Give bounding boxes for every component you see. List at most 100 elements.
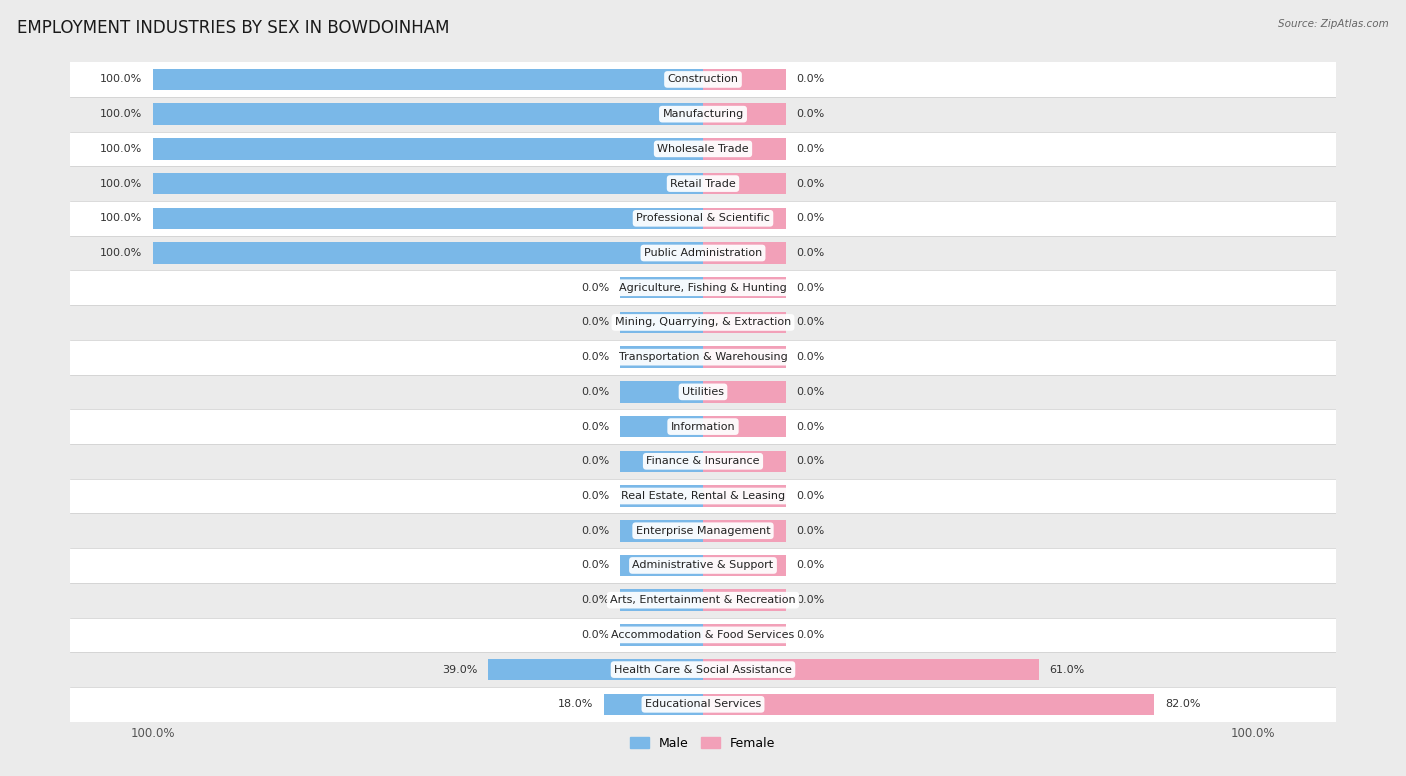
Bar [620,346,703,368]
Bar [703,520,786,542]
Bar [153,242,703,264]
Bar [703,694,1154,715]
Text: 0.0%: 0.0% [797,352,825,362]
Text: 0.0%: 0.0% [797,526,825,535]
Bar [70,62,1336,97]
Bar [153,207,703,229]
Bar [703,277,786,299]
Bar [153,173,703,194]
Bar [70,97,1336,131]
Bar [703,451,786,472]
Bar [620,312,703,333]
Bar [70,548,1336,583]
Bar [70,131,1336,166]
Text: Utilities: Utilities [682,387,724,397]
Text: Finance & Insurance: Finance & Insurance [647,456,759,466]
Text: 0.0%: 0.0% [797,421,825,431]
Bar [70,653,1336,687]
Bar [620,590,703,611]
Bar [70,270,1336,305]
Bar [703,416,786,438]
Bar [703,624,786,646]
Bar [605,694,703,715]
Text: Enterprise Management: Enterprise Management [636,526,770,535]
Text: Construction: Construction [668,74,738,85]
Text: 0.0%: 0.0% [581,387,609,397]
Text: EMPLOYMENT INDUSTRIES BY SEX IN BOWDOINHAM: EMPLOYMENT INDUSTRIES BY SEX IN BOWDOINH… [17,19,450,37]
Bar [703,590,786,611]
Text: 100.0%: 100.0% [100,178,142,189]
Bar [70,236,1336,270]
Bar [70,375,1336,409]
Text: 100.0%: 100.0% [100,109,142,120]
Bar [70,444,1336,479]
Bar [620,485,703,507]
Legend: Male, Female: Male, Female [626,732,780,755]
Bar [703,68,786,90]
Bar [703,138,786,160]
Bar [703,312,786,333]
Bar [703,555,786,577]
Text: Real Estate, Rental & Leasing: Real Estate, Rental & Leasing [621,491,785,501]
Text: Transportation & Warehousing: Transportation & Warehousing [619,352,787,362]
Bar [70,514,1336,548]
Text: Educational Services: Educational Services [645,699,761,709]
Text: Arts, Entertainment & Recreation: Arts, Entertainment & Recreation [610,595,796,605]
Text: 100.0%: 100.0% [100,248,142,258]
Bar [620,555,703,577]
Text: 82.0%: 82.0% [1166,699,1201,709]
Bar [703,173,786,194]
Bar [620,520,703,542]
Text: Retail Trade: Retail Trade [671,178,735,189]
Text: Manufacturing: Manufacturing [662,109,744,120]
Text: 100.0%: 100.0% [100,213,142,223]
Text: 0.0%: 0.0% [581,352,609,362]
Text: 0.0%: 0.0% [797,248,825,258]
Bar [703,103,786,125]
Bar [620,451,703,472]
Bar [703,381,786,403]
Text: Source: ZipAtlas.com: Source: ZipAtlas.com [1278,19,1389,29]
Text: 0.0%: 0.0% [797,144,825,154]
Text: 0.0%: 0.0% [581,282,609,293]
Text: 100.0%: 100.0% [100,144,142,154]
Text: 0.0%: 0.0% [797,491,825,501]
Text: 0.0%: 0.0% [797,630,825,640]
Text: 18.0%: 18.0% [558,699,593,709]
Bar [620,624,703,646]
Text: Wholesale Trade: Wholesale Trade [657,144,749,154]
Text: 0.0%: 0.0% [581,317,609,327]
Text: 0.0%: 0.0% [797,595,825,605]
Text: 0.0%: 0.0% [581,421,609,431]
Bar [703,242,786,264]
Bar [70,340,1336,375]
Text: 0.0%: 0.0% [581,595,609,605]
Text: 61.0%: 61.0% [1050,664,1085,674]
Text: 39.0%: 39.0% [441,664,478,674]
Bar [70,305,1336,340]
Bar [703,207,786,229]
Text: Accommodation & Food Services: Accommodation & Food Services [612,630,794,640]
Text: 0.0%: 0.0% [581,526,609,535]
Bar [70,166,1336,201]
Bar [620,381,703,403]
Text: 0.0%: 0.0% [797,213,825,223]
Bar [620,277,703,299]
Text: 0.0%: 0.0% [581,491,609,501]
Text: 0.0%: 0.0% [797,74,825,85]
Bar [70,618,1336,653]
Text: 0.0%: 0.0% [581,560,609,570]
Bar [70,201,1336,236]
Bar [70,479,1336,514]
Text: 0.0%: 0.0% [797,387,825,397]
Bar [703,659,1039,681]
Text: Agriculture, Fishing & Hunting: Agriculture, Fishing & Hunting [619,282,787,293]
Bar [153,103,703,125]
Bar [70,583,1336,618]
Text: 0.0%: 0.0% [797,178,825,189]
Bar [488,659,703,681]
Bar [620,416,703,438]
Text: 0.0%: 0.0% [581,456,609,466]
Text: 0.0%: 0.0% [797,560,825,570]
Bar [70,409,1336,444]
